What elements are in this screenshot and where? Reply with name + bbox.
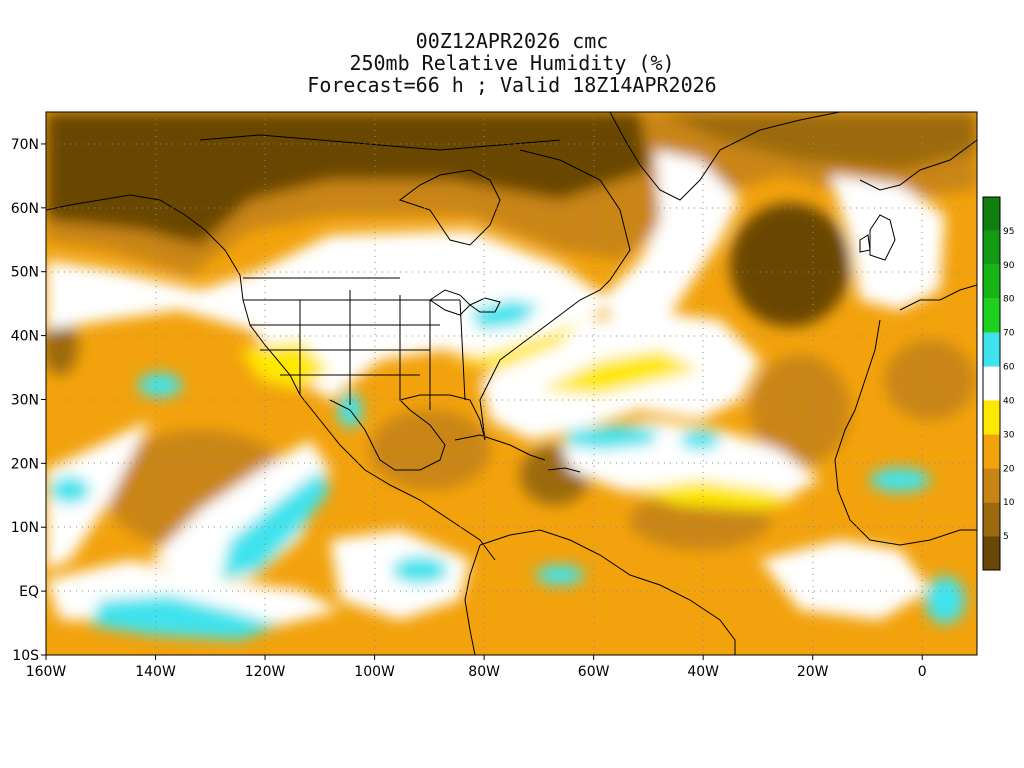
colorbar-swatch: [983, 197, 1000, 231]
latitude-axis: 70N 60N 50N 40N 30N 20N 10N EQ 10S: [11, 137, 46, 664]
colorbar-swatch: [983, 298, 1000, 333]
lat-tick-label: 50N: [11, 265, 39, 281]
colorbar-swatch: [983, 502, 1000, 537]
grid-lines: [46, 112, 977, 655]
lat-tick-label: 70N: [11, 137, 39, 153]
colorbar-label: 40: [1003, 396, 1015, 406]
lon-tick-label: 160W: [26, 664, 67, 680]
colorbar-legend: 5 10 20 30 40 60 70 80 90 95: [982, 196, 1015, 571]
colorbar-label: 10: [1003, 498, 1015, 508]
longitude-axis: 160W 140W 120W 100W 80W 60W 40W 20W 0: [26, 655, 927, 680]
lat-tick-label: 30N: [11, 392, 39, 408]
lat-tick-label: 20N: [11, 456, 39, 472]
lon-tick-label: 140W: [135, 664, 176, 680]
colorbar-swatch: [983, 468, 1000, 503]
colorbar-swatch: [983, 434, 1000, 469]
colorbar-swatch: [983, 230, 1000, 265]
colorbar-label: 95: [1003, 227, 1014, 237]
colorbar-label: 80: [1003, 295, 1015, 305]
lat-tick-label: EQ: [19, 584, 39, 600]
colorbar-label: 30: [1003, 430, 1015, 440]
colorbar-swatch: [983, 332, 1000, 367]
colorbar-label: 60: [1003, 363, 1015, 373]
colorbar-label: 20: [1003, 464, 1015, 474]
lon-tick-label: 100W: [354, 664, 395, 680]
colorbar-swatch: [983, 366, 1000, 401]
colorbar-swatch: [983, 400, 1000, 435]
lon-tick-label: 120W: [245, 664, 286, 680]
title-run: 00Z12APR2026 cmc: [415, 29, 609, 53]
colorbar-swatch: [983, 536, 1000, 570]
lat-tick-label: 40N: [11, 329, 39, 345]
colorbar-label: 5: [1003, 532, 1009, 542]
title-forecast: Forecast=66 h ; Valid 18Z14APR2026: [307, 73, 717, 97]
colorbar-swatch: [983, 264, 1000, 299]
lon-tick-label: 20W: [797, 664, 829, 680]
colorbar-label: 90: [1003, 261, 1015, 271]
lat-tick-label: 10S: [12, 648, 39, 664]
colorbar-frame: [982, 196, 1001, 571]
lon-tick-label: 0: [918, 664, 927, 680]
colorbar-label: 70: [1003, 329, 1015, 339]
title-field: 250mb Relative Humidity (%): [349, 51, 675, 75]
lat-tick-label: 60N: [11, 201, 39, 217]
lat-tick-label: 10N: [11, 520, 39, 536]
map-frame: [45, 111, 978, 656]
lon-tick-label: 80W: [468, 664, 500, 680]
title-block: 00Z12APR2026 cmc 250mb Relative Humidity…: [0, 30, 1024, 96]
lon-tick-label: 60W: [578, 664, 610, 680]
lon-tick-label: 40W: [687, 664, 719, 680]
coastlines: [46, 112, 977, 655]
humidity-field: [46, 112, 977, 655]
